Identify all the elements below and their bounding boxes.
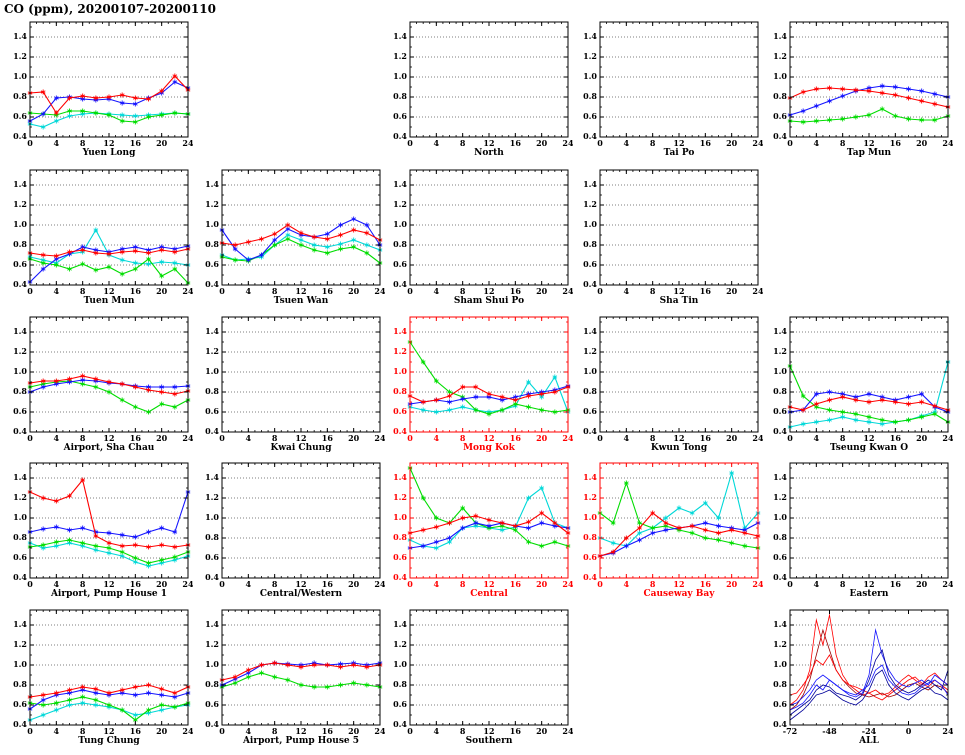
chart-canvas-kwun-tong: [570, 311, 763, 458]
chart-canvas-north: [380, 16, 573, 163]
chart-canvas-tsuen-wan: [192, 164, 385, 311]
chart-title-tuen-mun: Tuen Mun: [83, 296, 135, 306]
chart-north: North: [380, 16, 573, 163]
chart-title-tai-po: Tai Po: [663, 148, 695, 158]
chart-title-central-western: Central/Western: [259, 589, 343, 599]
chart-title-airport-pump-house-5: Airport, Pump House 5: [242, 736, 360, 746]
chart-eastern: Eastern: [760, 457, 953, 604]
chart-title-tseung-kwan-o: Tseung Kwan O: [829, 443, 909, 453]
chart-tung-chung: Tung Chung: [0, 604, 193, 751]
chart-title-central: Central: [470, 589, 508, 599]
chart-title-tsuen-wan: Tsuen Wan: [273, 296, 329, 306]
chart-canvas-yuen-long: [0, 16, 193, 163]
chart-kwai-chung: Kwai Chung: [192, 311, 385, 458]
chart-southern: Southern: [380, 604, 573, 751]
chart-title-airport-sha-chau: Airport, Sha Chau: [63, 443, 155, 453]
chart-canvas-sha-tin: [570, 164, 763, 311]
chart-title-sham-shui-po: Sham Shui Po: [453, 296, 525, 306]
chart-yuen-long: Yuen Long: [0, 16, 193, 163]
page-title: CO (ppm), 20200107-20200110: [4, 2, 216, 16]
chart-title-eastern: Eastern: [849, 589, 889, 599]
chart-title-kwai-chung: Kwai Chung: [270, 443, 332, 453]
chart-kwun-tong: Kwun Tong: [570, 311, 763, 458]
chart-title-yuen-long: Yuen Long: [82, 148, 136, 158]
chart-canvas-airport-sha-chau: [0, 311, 193, 458]
chart-canvas-tuen-mun: [0, 164, 193, 311]
chart-title-causeway-bay: Causeway Bay: [643, 589, 715, 599]
chart-canvas-tseung-kwan-o: [760, 311, 953, 458]
chart-title-southern: Southern: [465, 736, 513, 746]
chart-sha-tin: Sha Tin: [570, 164, 763, 311]
chart-airport-pump-house-5: Airport, Pump House 5: [192, 604, 385, 751]
chart-canvas-tung-chung: [0, 604, 193, 751]
chart-canvas-airport-pump-house-1: [0, 457, 193, 604]
chart-canvas-all: [760, 604, 953, 751]
chart-title-tap-mun: Tap Mun: [846, 148, 892, 158]
chart-canvas-central: [380, 457, 573, 604]
chart-canvas-central-western: [192, 457, 385, 604]
chart-canvas-eastern: [760, 457, 953, 604]
chart-central: Central: [380, 457, 573, 604]
chart-title-all: ALL: [859, 736, 879, 746]
chart-tuen-mun: Tuen Mun: [0, 164, 193, 311]
chart-canvas-southern: [380, 604, 573, 751]
chart-sham-shui-po: Sham Shui Po: [380, 164, 573, 311]
chart-tseung-kwan-o: Tseung Kwan O: [760, 311, 953, 458]
chart-canvas-tap-mun: [760, 16, 953, 163]
chart-causeway-bay: Causeway Bay: [570, 457, 763, 604]
chart-canvas-tai-po: [570, 16, 763, 163]
chart-title-tung-chung: Tung Chung: [78, 736, 140, 746]
chart-title-airport-pump-house-1: Airport, Pump House 1: [50, 589, 168, 599]
chart-title-sha-tin: Sha Tin: [659, 296, 699, 306]
chart-canvas-mong-kok: [380, 311, 573, 458]
chart-canvas-sham-shui-po: [380, 164, 573, 311]
chart-central-western: Central/Western: [192, 457, 385, 604]
chart-mong-kok: Mong Kok: [380, 311, 573, 458]
chart-canvas-kwai-chung: [192, 311, 385, 458]
chart-title-north: North: [474, 148, 504, 158]
chart-tai-po: Tai Po: [570, 16, 763, 163]
chart-all: ALL: [760, 604, 953, 751]
chart-title-kwun-tong: Kwun Tong: [650, 443, 708, 453]
chart-tsuen-wan: Tsuen Wan: [192, 164, 385, 311]
chart-airport-sha-chau: Airport, Sha Chau: [0, 311, 193, 458]
chart-canvas-airport-pump-house-5: [192, 604, 385, 751]
chart-airport-pump-house-1: Airport, Pump House 1: [0, 457, 193, 604]
chart-title-mong-kok: Mong Kok: [463, 443, 515, 453]
chart-tap-mun: Tap Mun: [760, 16, 953, 163]
chart-canvas-causeway-bay: [570, 457, 763, 604]
